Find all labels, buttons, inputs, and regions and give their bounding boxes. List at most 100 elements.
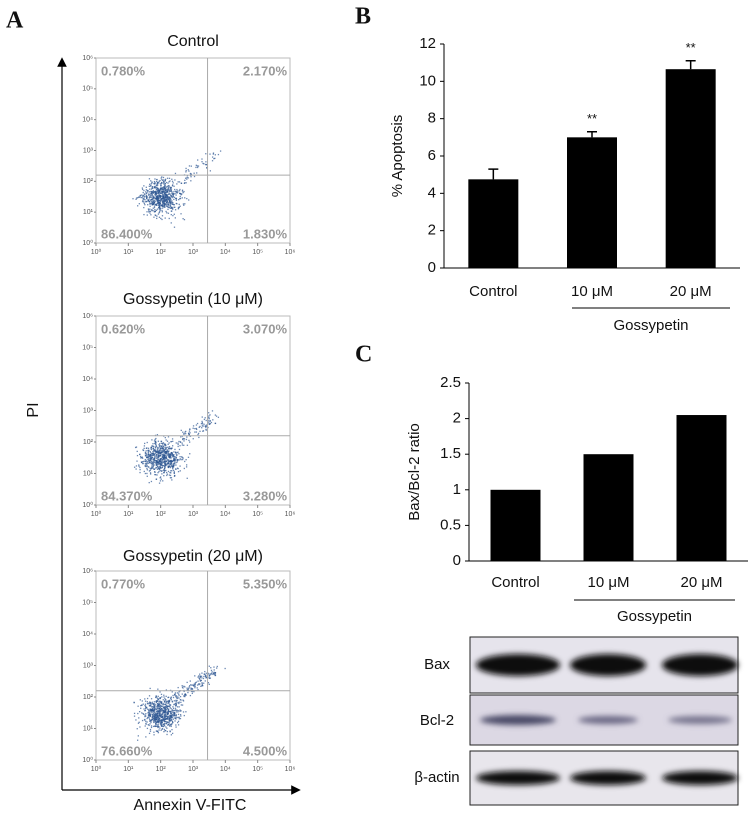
event [160,461,162,463]
event [181,189,184,191]
quadrant-percent: 2.170% [243,63,288,78]
event [154,446,156,448]
event [180,710,182,712]
event [135,197,138,199]
event [178,440,180,443]
event [135,719,137,721]
event [167,197,169,199]
event [144,460,147,463]
event [162,449,164,451]
event [161,716,163,719]
event [167,466,170,469]
event [147,450,149,452]
event [200,675,203,677]
event [169,193,171,195]
event [175,442,177,444]
event [144,709,146,712]
event [163,196,165,198]
event [153,719,155,722]
event [174,209,177,211]
event [171,195,173,198]
event [171,438,174,440]
event [148,455,150,457]
event [167,447,170,450]
event [162,204,164,206]
event [148,178,151,180]
event [172,208,174,210]
event [159,183,162,185]
event [196,684,199,686]
event [172,460,174,462]
event [211,673,213,676]
event [156,202,159,205]
event [156,717,158,719]
event [153,454,155,456]
event [157,704,160,706]
event [167,462,169,464]
event [170,711,172,714]
event [145,464,147,466]
event [176,706,179,708]
event [164,186,166,188]
event [204,680,206,682]
quadrant-percent: 76.660% [101,743,153,758]
event [161,211,164,213]
bar [583,454,634,561]
event [151,462,153,464]
event [161,205,163,207]
event [206,164,208,166]
event [155,209,158,212]
event [155,714,158,717]
event [166,454,168,456]
event [195,428,198,431]
event [161,712,164,714]
event [165,711,167,713]
event [162,455,164,457]
event [205,677,207,679]
event [192,427,194,429]
axis-label: Annexin V-FITC [134,797,247,814]
event [169,713,172,715]
event [180,701,182,704]
event [146,727,149,730]
x-tick-label: 10⁵ [252,511,263,518]
event [136,454,139,457]
event [141,188,144,191]
event [158,708,160,710]
event [154,719,157,722]
event [155,444,157,447]
event [159,199,161,202]
event [170,201,172,203]
event [165,471,168,474]
event [157,199,160,201]
event [153,710,156,712]
blot-label: β-actin [414,769,459,786]
event [163,461,165,463]
y-tick-label: 1.5 [440,445,461,462]
event [158,205,161,208]
event [139,726,141,728]
event [157,725,159,727]
event [161,451,163,454]
event [209,677,212,679]
event [157,188,160,190]
event [199,683,201,685]
event [177,724,180,726]
event [158,713,161,715]
plot-frame [95,570,291,761]
event [159,192,162,195]
event [185,182,187,184]
event [165,448,167,451]
event [148,732,151,735]
event [149,715,152,718]
event [161,182,163,184]
event [157,458,160,461]
event [144,718,146,721]
event [169,465,171,468]
event [175,190,178,193]
event [160,197,163,200]
event [154,705,156,707]
event [156,724,158,726]
event [163,700,166,702]
event [201,677,203,679]
